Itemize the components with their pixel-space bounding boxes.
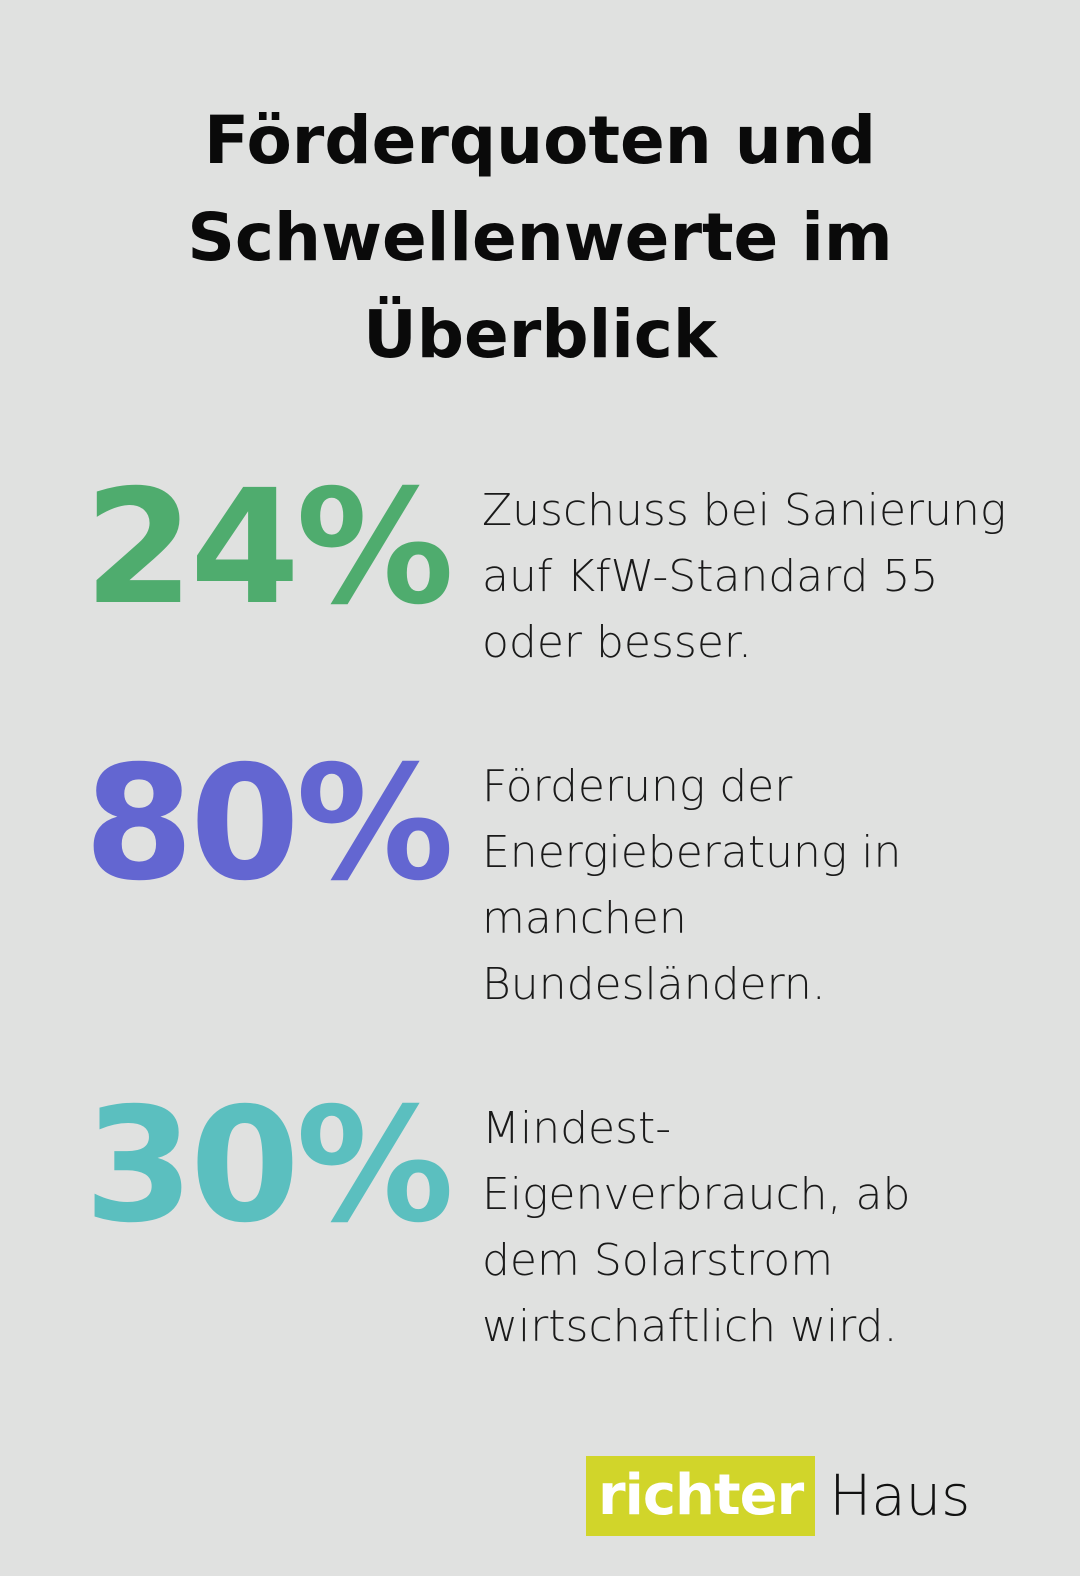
logo-richter: richter [586,1456,816,1536]
title-line: Schwellenwerte im [187,199,893,276]
desc-line: oder besser. [482,617,752,668]
stat-value: 24% [84,456,454,640]
desc-line: dem Solarstrom [482,1235,834,1286]
stat-description: Förderung der Energieberatung in manchen… [482,754,1022,1018]
desc-line: Energieberatung in [482,827,902,878]
stat-description: Mindest- Eigenverbrauch, ab dem Solarstr… [482,1096,1022,1360]
desc-line: wirtschaftlich wird. [482,1301,898,1352]
stat-value: 80% [84,732,454,916]
richter-haus-logo: richter Haus [586,1456,970,1536]
desc-line: Bundesländern. [482,959,826,1010]
logo-haus: Haus [829,1463,971,1529]
desc-line: Förderung der [482,761,793,812]
title-line: Überblick [363,296,717,373]
desc-line: manchen [482,893,687,944]
stat-value: 30% [84,1074,454,1258]
desc-line: Mindest- [482,1103,672,1154]
page-title: Förderquoten und Schwellenwerte im Überb… [0,92,1080,383]
desc-line: Eigenverbrauch, ab [482,1169,911,1220]
stat-description: Zuschuss bei Sanierung auf KfW-Standard … [482,478,1022,676]
desc-line: auf KfW-Standard 55 [482,551,939,602]
title-line: Förderquoten und [204,102,876,179]
desc-line: Zuschuss bei Sanierung [482,485,1007,536]
